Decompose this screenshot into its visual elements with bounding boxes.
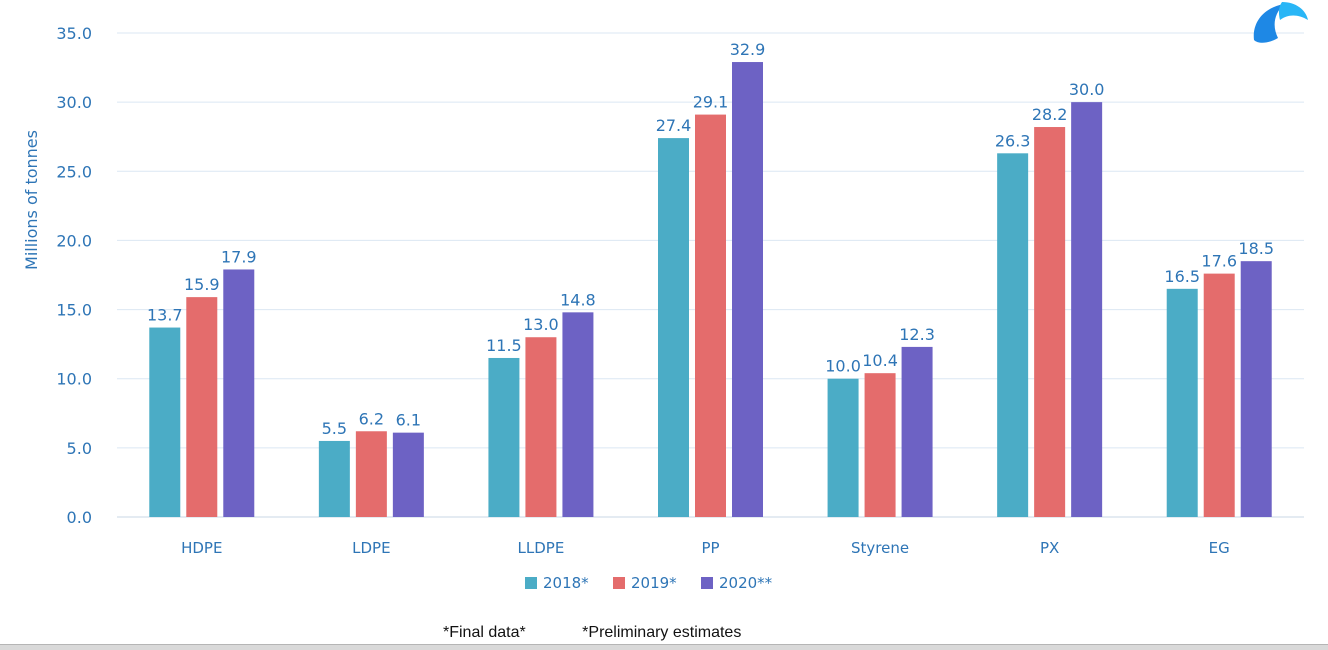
- x-tick-label: LLDPE: [518, 539, 565, 557]
- data-label: 11.5: [486, 336, 522, 355]
- footnote-preliminary-estimates: *Preliminary estimates: [582, 624, 742, 641]
- x-tick-label: PP: [701, 539, 719, 557]
- bar: [732, 62, 763, 517]
- data-label: 17.6: [1201, 252, 1237, 271]
- data-label: 10.4: [862, 351, 898, 370]
- data-label: 29.1: [693, 93, 729, 112]
- bar: [525, 337, 557, 517]
- data-label: 10.0: [825, 357, 861, 376]
- y-axis-label: Millions of tonnes: [22, 130, 41, 270]
- bar: [355, 431, 387, 517]
- y-tick-label: 35.0: [56, 24, 92, 43]
- bar: [488, 357, 520, 517]
- bar: [1034, 127, 1066, 517]
- data-label: 6.2: [359, 409, 384, 428]
- data-label: 5.5: [322, 419, 347, 438]
- y-tick-label: 10.0: [56, 370, 92, 389]
- y-tick-label: 25.0: [56, 162, 92, 181]
- footnote-final-data: *Final data*: [443, 624, 526, 641]
- bar: [392, 432, 424, 517]
- legend-swatch: [613, 577, 625, 589]
- data-label: 17.9: [221, 247, 257, 266]
- data-label: 27.4: [656, 116, 692, 135]
- bar: [1240, 261, 1272, 517]
- data-label: 13.7: [147, 306, 183, 325]
- y-tick-label: 5.0: [67, 439, 92, 458]
- data-label: 26.3: [995, 131, 1031, 150]
- bar: [901, 346, 933, 517]
- bar: [318, 440, 350, 517]
- legend-label: 2020**: [719, 574, 773, 592]
- bar: [1166, 288, 1198, 517]
- x-tick-label: EG: [1209, 539, 1230, 557]
- x-tick-label: HDPE: [181, 539, 222, 557]
- bar: [827, 378, 859, 517]
- bar: [997, 153, 1029, 517]
- data-label: 15.9: [184, 275, 220, 294]
- data-label: 6.1: [396, 411, 421, 430]
- legend-label: 2018*: [543, 574, 589, 592]
- company-logo-icon: [1253, 2, 1308, 43]
- bar: [186, 297, 218, 517]
- data-label: 28.2: [1032, 105, 1068, 124]
- data-label: 16.5: [1164, 267, 1200, 286]
- data-label: 30.0: [1069, 80, 1105, 99]
- data-label: 18.5: [1238, 239, 1274, 258]
- bar: [223, 269, 255, 517]
- legend-swatch: [701, 577, 713, 589]
- data-label: 14.8: [560, 290, 596, 309]
- footnotes: *Final data* *Preliminary estimates: [443, 624, 741, 642]
- data-label: 32.9: [730, 40, 766, 59]
- x-tick-label: LDPE: [352, 539, 390, 557]
- y-tick-label: 15.0: [56, 301, 92, 320]
- legend-label: 2019*: [631, 574, 677, 592]
- bar: [658, 138, 689, 517]
- y-tick-label: 0.0: [67, 508, 92, 527]
- x-tick-label: PX: [1040, 539, 1059, 557]
- bottom-divider: [0, 644, 1328, 650]
- bar: [1203, 273, 1235, 517]
- data-label: 13.0: [523, 315, 559, 334]
- bar: [562, 312, 594, 517]
- bar: [149, 327, 181, 517]
- bar: [864, 373, 896, 517]
- x-tick-label: Styrene: [851, 539, 909, 557]
- data-label: 12.3: [899, 325, 935, 344]
- bar: [695, 114, 726, 518]
- y-tick-label: 20.0: [56, 231, 92, 250]
- y-tick-label: 30.0: [56, 93, 92, 112]
- legend-swatch: [525, 577, 537, 589]
- bar: [1071, 102, 1103, 518]
